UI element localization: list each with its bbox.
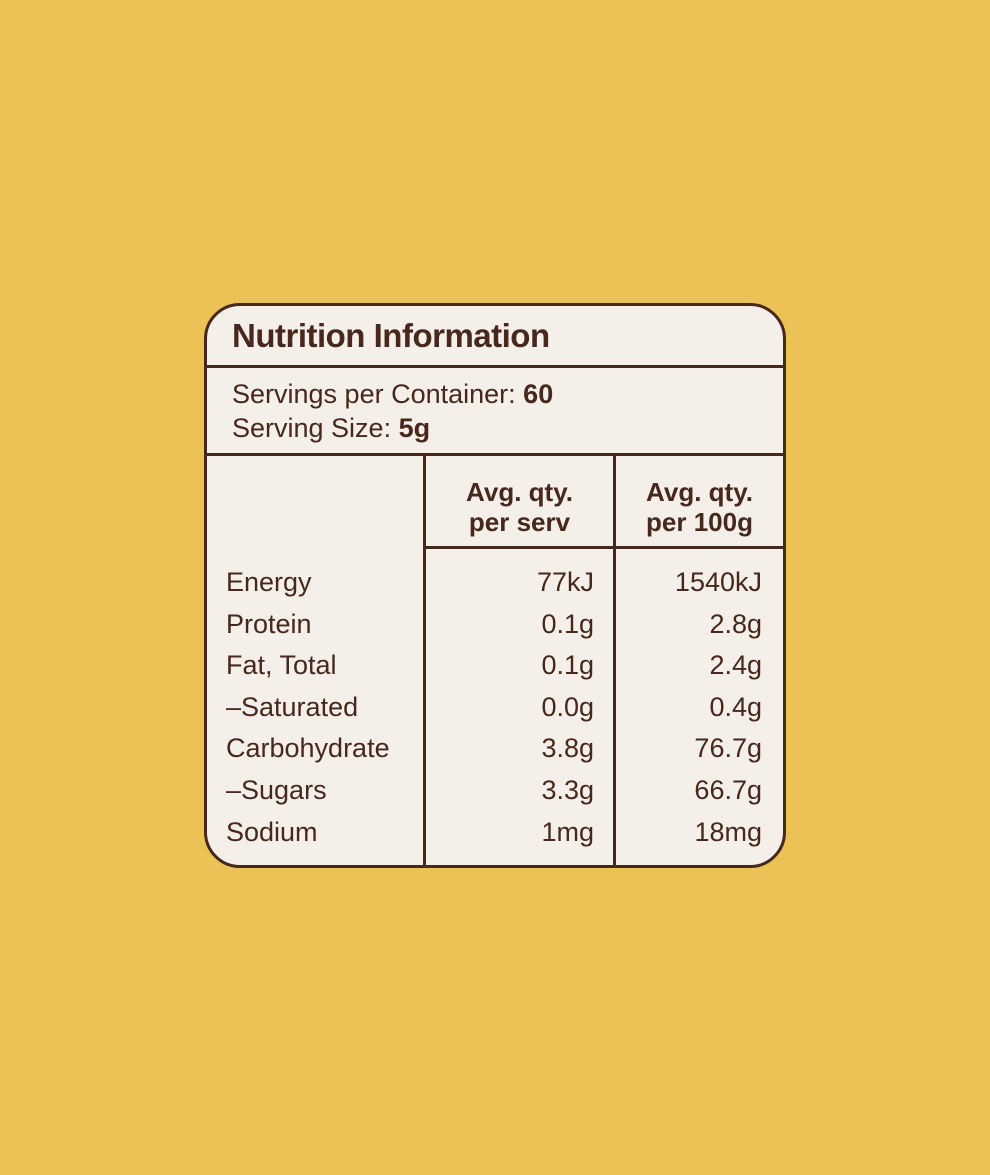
- nutrient-label-sugars: –Sugars: [226, 774, 327, 805]
- per-100g-value-sugars: 66.7g: [694, 774, 762, 805]
- per-100g-header-line1: Avg. qty.: [646, 477, 753, 507]
- per-100g-header-line2: per 100g: [646, 507, 753, 537]
- label-title: Nutrition Information: [232, 316, 550, 354]
- per-serv-value-fat-total: 0.1g: [541, 650, 594, 681]
- per-serv-rows: 77kJ 0.1g 0.1g 0.0g 3.8g 3.3g 1mg: [426, 549, 613, 853]
- servings-per-container-line: Servings per Container: 60: [232, 377, 783, 411]
- nutrient-label-fat-total: Fat, Total: [226, 650, 337, 681]
- per-serv-column: Avg. qty. per serv 77kJ 0.1g 0.1g 0.0g 3…: [426, 456, 616, 865]
- label-title-section: Nutrition Information: [207, 306, 783, 368]
- per-100g-value-energy: 1540kJ: [674, 567, 762, 597]
- per-serv-header-line1: Avg. qty.: [466, 477, 573, 507]
- nutrient-label-carbohydrate: Carbohydrate: [226, 733, 390, 764]
- servings-per-container-value: 60: [523, 379, 554, 409]
- per-100g-column-header: Avg. qty. per 100g: [616, 456, 783, 549]
- nutrition-label-card: Nutrition Information Servings per Conta…: [204, 303, 786, 868]
- per-100g-rows: 1540kJ 2.8g 2.4g 0.4g 76.7g 66.7g 18mg: [616, 549, 783, 853]
- per-serv-column-header: Avg. qty. per serv: [426, 456, 613, 549]
- per-100g-value-protein: 2.8g: [709, 608, 762, 639]
- per-serv-value-carbohydrate: 3.8g: [541, 733, 594, 764]
- nutrient-label-energy: Energy: [226, 567, 312, 597]
- per-100g-value-carbohydrate: 76.7g: [694, 733, 762, 764]
- per-100g-value-fat-total: 2.4g: [709, 650, 762, 681]
- per-serv-value-sodium: 1mg: [541, 816, 594, 847]
- nutrient-name-column: Energy Protein Fat, Total –Saturated Car…: [207, 456, 426, 865]
- per-100g-column: Avg. qty. per 100g 1540kJ 2.8g 2.4g 0.4g…: [616, 456, 783, 865]
- per-100g-value-sodium: 18mg: [694, 816, 762, 847]
- servings-per-container-label: Servings per Container:: [232, 379, 516, 409]
- serving-size-label: Serving Size:: [232, 413, 392, 443]
- nutrition-table: Energy Protein Fat, Total –Saturated Car…: [207, 456, 783, 865]
- serving-size-line: Serving Size: 5g: [232, 411, 783, 445]
- nutrient-column-header-empty: [207, 456, 423, 549]
- servings-section: Servings per Container: 60 Serving Size:…: [207, 368, 783, 456]
- per-serv-value-energy: 77kJ: [536, 567, 594, 597]
- per-serv-value-protein: 0.1g: [541, 608, 594, 639]
- nutrient-label-protein: Protein: [226, 608, 312, 639]
- nutrient-label-sodium: Sodium: [226, 816, 318, 847]
- per-100g-value-saturated: 0.4g: [709, 691, 762, 722]
- per-serv-header-line2: per serv: [468, 507, 571, 537]
- per-serv-value-saturated: 0.0g: [541, 691, 594, 722]
- nutrient-name-rows: Energy Protein Fat, Total –Saturated Car…: [207, 549, 423, 853]
- per-serv-value-sugars: 3.3g: [541, 774, 594, 805]
- nutrient-label-saturated: –Saturated: [226, 691, 359, 722]
- serving-size-value: 5g: [398, 413, 431, 443]
